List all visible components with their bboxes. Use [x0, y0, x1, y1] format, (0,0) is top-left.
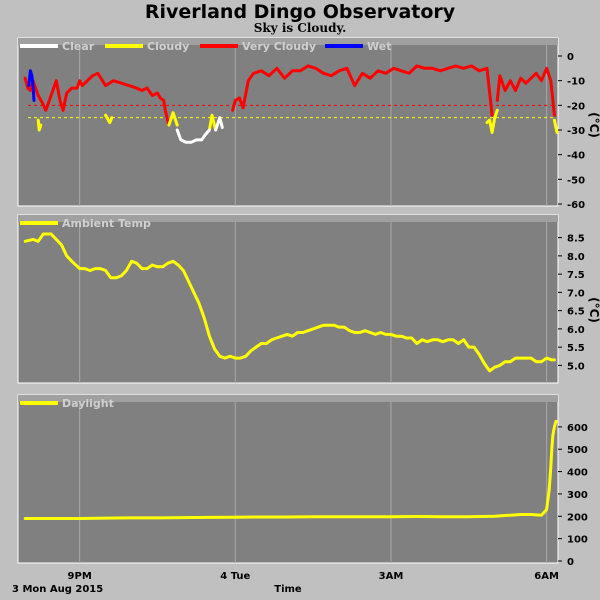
- series-line-wet: [27, 69, 36, 102]
- date-label: 3 Mon Aug 2015: [12, 584, 103, 595]
- series-line-cloudy: [207, 113, 218, 132]
- x-tick-label: 6AM: [534, 571, 559, 582]
- y-tick-label: 5.0: [567, 361, 585, 372]
- sky-temp-panel: 0 -10 -20 -30 -40 -50 -60 (°C) Clear Cloudy Very C…: [17, 37, 600, 211]
- series-line-clear: [214, 116, 224, 132]
- series-line-cloudy: [167, 111, 179, 127]
- y-tick-label: 500: [567, 445, 588, 456]
- legend-label: Clear: [62, 40, 95, 53]
- y-tick-label: 400: [567, 468, 588, 479]
- y-tick-label: 5.5: [567, 343, 585, 354]
- legend-label: Wet: [367, 40, 391, 53]
- series-line-cloudy: [104, 113, 114, 125]
- y-axis-unit: (°C): [587, 297, 600, 323]
- y-tick-label: 7.5: [567, 270, 585, 281]
- panel-header-band: [18, 38, 558, 45]
- series-line-very-cloudy: [23, 71, 171, 127]
- y-tick-label: 7.0: [567, 288, 585, 299]
- panel-frame: [17, 214, 559, 384]
- y-tick-label: -40: [567, 151, 585, 162]
- y-tick-label: 200: [567, 512, 588, 523]
- y-tick-label: -10: [567, 77, 585, 88]
- y-tick-label: 8.5: [567, 234, 585, 245]
- series-line-cloudy: [552, 118, 559, 134]
- y-axis-unit: (°C): [587, 112, 600, 138]
- panel-frame: [17, 37, 559, 207]
- legend-label: Ambient Temp: [62, 217, 151, 230]
- panel-frame: [17, 394, 559, 564]
- y-tick-label: 0: [567, 52, 574, 63]
- series-line-very-cloudy: [495, 66, 556, 117]
- y-tick-label: 600: [567, 423, 588, 434]
- y-tick-label: -50: [567, 175, 585, 186]
- y-tick-label: 6.0: [567, 325, 585, 336]
- y-tick-label: 300: [567, 490, 588, 501]
- x-axis-label: Time: [274, 584, 302, 595]
- x-tick-label: 3AM: [379, 571, 404, 582]
- y-tick-label: -20: [567, 101, 585, 112]
- series-line-cloudy: [485, 108, 499, 134]
- series-line-cloudy: [36, 118, 43, 132]
- legend-label: Very Cloudy: [242, 40, 316, 53]
- page-subtitle: Sky is Cloudy.: [254, 21, 347, 35]
- page-title: Riverland Dingo Observatory: [145, 1, 456, 23]
- series-line-very-cloudy: [231, 64, 494, 117]
- y-tick-label: 100: [567, 535, 588, 546]
- series-line-ambient-temp: [23, 232, 556, 373]
- x-tick-label: 9PM: [68, 571, 92, 582]
- legend-label: Cloudy: [147, 40, 189, 53]
- legend-label: Daylight: [62, 397, 114, 410]
- ambient-temp-panel: 8.5 8.0 7.5 7.0 6.5 6.0 5.5 5.0 (°C) Ambient Temp: [17, 214, 600, 384]
- daylight-panel: 600 500 400 300 200 100 0 Daylight 9PM 4 Tue 3AM 6A…: [17, 394, 588, 582]
- y-tick-label: -60: [567, 200, 585, 211]
- x-tick-label: 4 Tue: [220, 571, 250, 582]
- y-tick-label: 8.0: [567, 252, 585, 263]
- y-tick-label: 6.5: [567, 307, 585, 318]
- panel-header-band: [18, 215, 558, 222]
- series-line-daylight: [23, 419, 558, 520]
- y-tick-label: 0: [567, 557, 574, 568]
- series-line-clear: [175, 128, 211, 144]
- y-tick-label: -30: [567, 126, 585, 137]
- panel-header-band: [18, 395, 558, 402]
